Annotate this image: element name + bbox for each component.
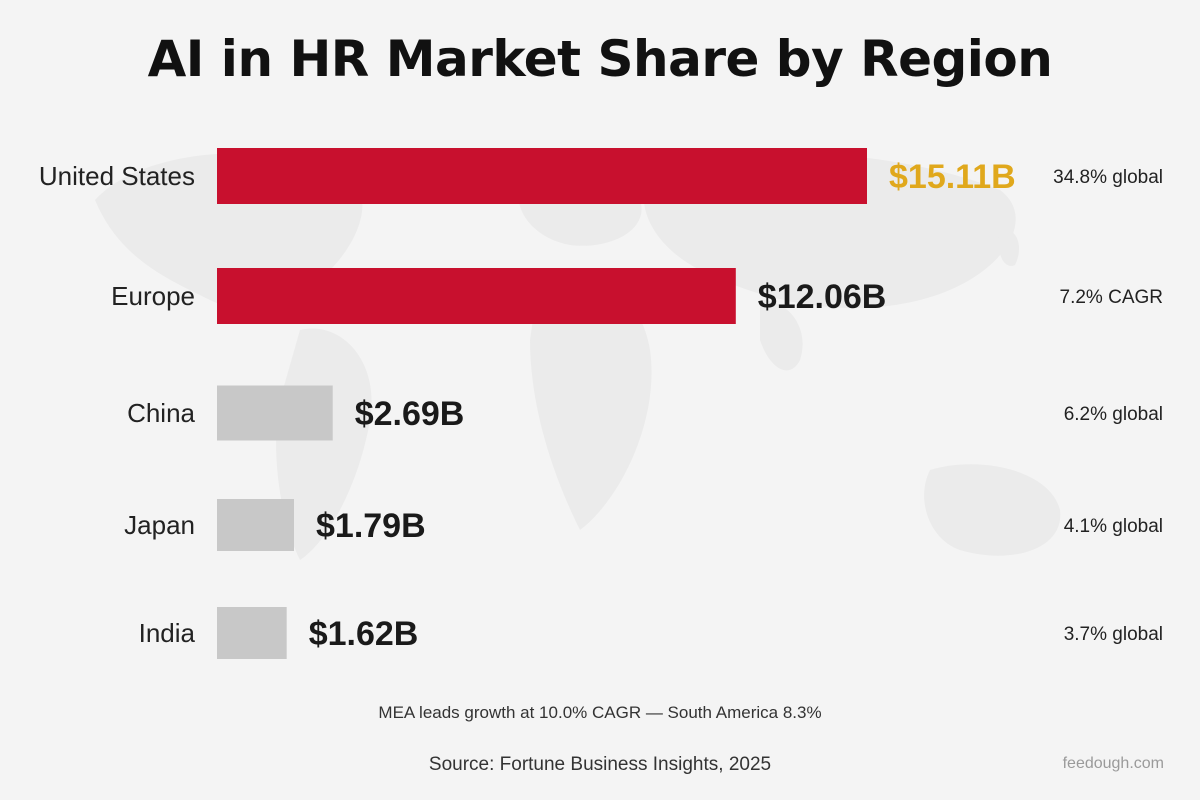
category-label: China	[127, 398, 195, 428]
category-label: India	[139, 618, 196, 648]
share-note: 7.2% CAGR	[1060, 287, 1163, 308]
bar	[217, 148, 867, 204]
share-note: 34.8% global	[1053, 167, 1163, 188]
source-note: Source: Fortune Business Insights, 2025	[428, 754, 772, 775]
category-label: Japan	[124, 510, 195, 540]
bar	[217, 268, 736, 324]
chart-title: AI in HR Market Share by Region	[147, 30, 1053, 88]
bar	[217, 607, 287, 659]
category-label: United States	[39, 161, 195, 191]
value-label: $1.79B	[316, 507, 426, 545]
bar	[217, 385, 333, 441]
value-label: $12.06B	[758, 278, 887, 316]
share-note: 4.1% global	[1064, 516, 1163, 537]
value-label: $15.11B	[889, 158, 1016, 196]
category-label: Europe	[111, 281, 195, 311]
share-note: 6.2% global	[1064, 404, 1163, 425]
growth-footnote: MEA leads growth at 10.0% CAGR — South A…	[378, 703, 822, 722]
value-label: $2.69B	[355, 395, 465, 433]
bar	[217, 499, 295, 551]
share-note: 3.7% global	[1064, 624, 1163, 645]
site-credit: feedough.com	[1062, 755, 1164, 772]
value-label: $1.62B	[309, 615, 419, 653]
